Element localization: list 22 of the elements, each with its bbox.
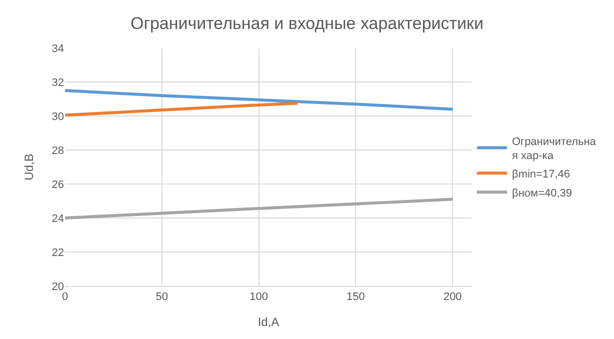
chart-title: Ограничительная и входные характеристики bbox=[130, 14, 484, 33]
y-tick-label: 26 bbox=[52, 178, 64, 191]
y-tick-label: 30 bbox=[52, 110, 64, 123]
legend-label: βmin=17,46 bbox=[512, 168, 570, 180]
y-tick-label: 22 bbox=[52, 246, 64, 259]
y-tick-label: 24 bbox=[52, 212, 64, 225]
y-tick-label: 34 bbox=[52, 42, 64, 55]
x-axis-title: Id,A bbox=[258, 315, 280, 330]
x-tick-label: 0 bbox=[62, 291, 68, 304]
line-series bbox=[65, 198, 454, 220]
x-tick-label: 200 bbox=[443, 291, 462, 304]
legend-label: Ограничительна я хар-ка bbox=[512, 136, 597, 162]
x-tick-label: 100 bbox=[250, 291, 268, 304]
y-tick-label: 28 bbox=[52, 144, 64, 157]
line-series bbox=[65, 89, 454, 111]
line-series bbox=[65, 102, 300, 117]
y-tick-label: 20 bbox=[52, 280, 64, 293]
y-tick-label: 32 bbox=[52, 76, 64, 89]
x-tick-label: 50 bbox=[156, 291, 168, 304]
y-axis-title: Ud,B bbox=[22, 154, 36, 180]
legend-label: βном=40,39 bbox=[512, 187, 572, 200]
x-tick-label: 150 bbox=[346, 291, 365, 304]
